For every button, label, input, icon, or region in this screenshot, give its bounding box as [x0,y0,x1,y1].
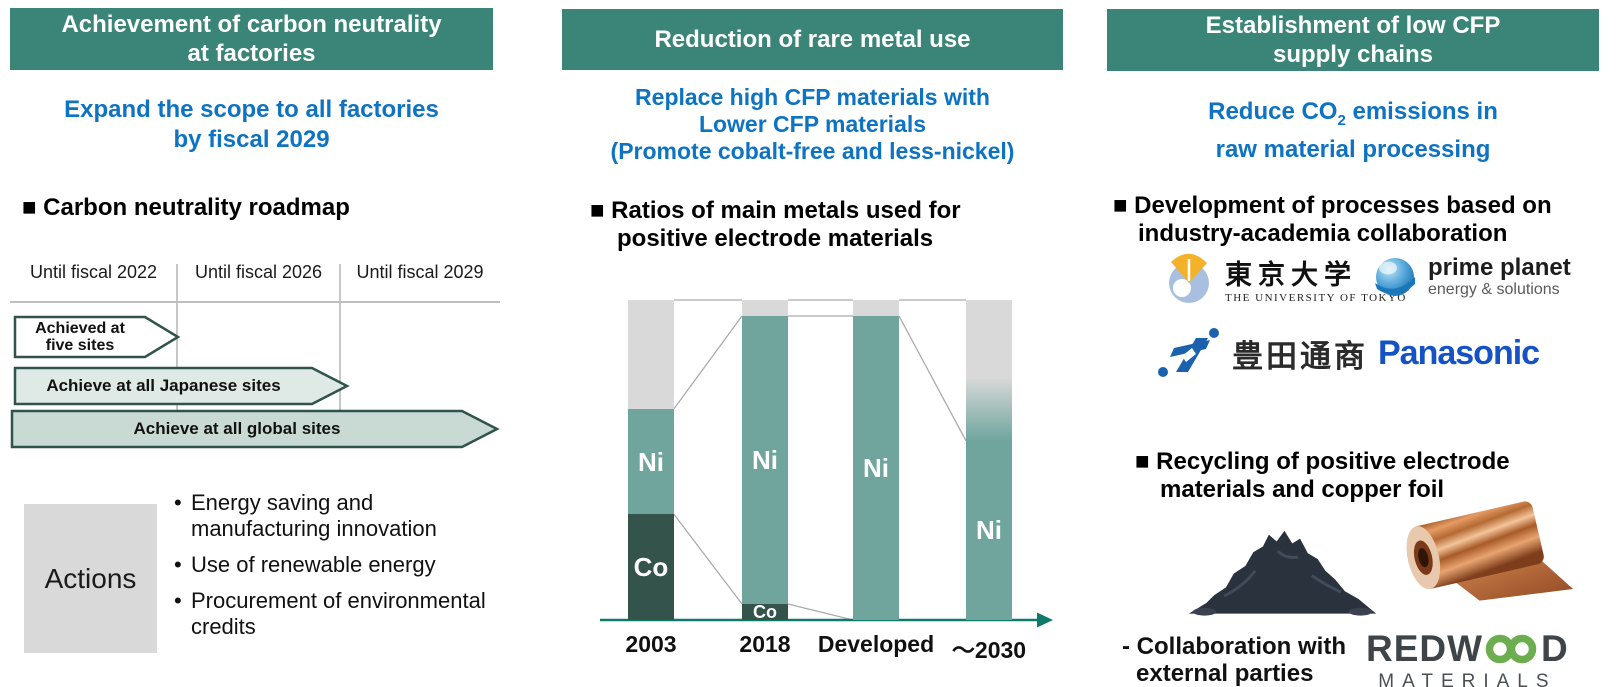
metals-chart-bars: Co Ni 2003 Co Ni 2018 Ni Developed Ni ～2030 [600,295,1055,680]
right-subtitle-line1: Reduce CO2 emissions in [1107,97,1599,135]
recycling-section-title: ■ Recycling of positive electrode materi… [1135,448,1615,504]
right-subtitle: Reduce CO2 emissions in raw material pro… [1107,97,1599,164]
note-line1: - Collaboration with [1122,633,1346,660]
roadmap-diagram [10,264,500,449]
primeplanet-logo: prime planet energy & solutions [1372,253,1571,301]
recycling-title-line2: materials and copper foil [1160,476,1445,503]
redwood-text-left: REDW [1366,628,1484,669]
chart-connectors [600,299,1053,628]
segment-Other-2018 [742,300,788,316]
bar-Developed: Ni [853,295,899,620]
milestone-arrow-japanese-sites [13,366,350,406]
co2-text-post: emissions in [1345,98,1498,125]
metals-section-title: ■ Ratios of main metals used for positiv… [590,197,1060,253]
utokyo-name-en: THE UNIVERSITY OF TOKYO [1225,291,1407,304]
right-subtitle-line2: raw material processing [1215,135,1491,163]
action-item-3: Procurement of environmental credits [172,588,492,640]
milestone-arrow-global-sites [10,409,500,449]
connector-Ni-2 [898,315,967,442]
actions-label: Actions [44,562,137,594]
utokyo-ginkgo-icon [1169,253,1209,303]
co2-text-pre: Reduce CO [1208,98,1338,125]
primeplanet-tagline: energy & solutions [1428,280,1560,298]
bar-2018: Co Ni [742,295,788,621]
milestone-label-global-sites: Achieve at all global sites [133,419,341,438]
panasonic-logo: Panasonic [1378,334,1540,372]
development-section-title: ■ Development of processes based on indu… [1113,192,1613,248]
period-until-2026: Until fiscal 2026 [194,262,323,282]
development-title-line2: industry-academia collaboration [1138,220,1508,247]
utokyo-name-jp: 東京大学 [1225,259,1357,290]
toyota-tsusho-logo: 豊田通商 [1158,326,1368,380]
redwood-text-right: D [1541,628,1569,669]
connector-Co-1 [787,603,854,621]
left-header-line1: Achievement of carbon neutrality [61,11,442,38]
copper-foil-image [1406,501,1574,601]
bar-2003: Co Ni [628,295,674,620]
right-header-line1: Establishment of low CFP [1205,12,1501,39]
period-until-2029: Until fiscal 2029 [356,262,484,282]
right-header-line2: supply chains [1272,41,1434,68]
collaboration-note: - Collaboration with external parties [1122,633,1346,687]
actions-box: Actions [24,504,157,653]
utokyo-logo: 東京大学 THE UNIVERSITY OF TOKYO [1163,249,1407,307]
x-tick-～2030: ～2030 [951,637,1027,663]
redwood-materials-logo: REDW D MATERIALS [1366,628,1569,687]
metals-title-line2: positive electrode materials [617,225,934,252]
segment-Ni-2003: Ni [628,408,674,515]
left-header-line2: at factories [187,40,316,67]
roadmap-section-title: ■ Carbon neutrality roadmap [22,194,350,221]
milestone-label-five-sites: Achieved at five sites [15,317,145,357]
right-column-header: Establishment of low CFP supply chains [1107,9,1599,71]
middle-subtitle-line1: Replace high CFP materials with [635,84,990,110]
left-column-header: Achievement of carbon neutrality at fact… [10,8,493,70]
middle-subtitle: Replace high CFP materials with Lower CF… [562,84,1063,165]
carbon-neutrality-roadmap: Until fiscal 2022 Until fiscal 2026 Unti… [10,250,502,460]
x-tick-Developed: Developed [817,631,935,657]
actions-list: Energy saving and manufacturing innovati… [172,490,492,650]
left-subtitle-line1: Expand the scope to all factories [64,96,439,123]
toyota-tsusho-name: 豊田通商 [1232,338,1368,374]
connector-Ni-0 [673,315,743,410]
metals-title-line1: ■ Ratios of main metals used for [590,197,961,224]
co2-subscript: 2 [1337,111,1346,129]
toyota-tsusho-mark-icon [1158,328,1219,377]
segment-Co-2003: Co [628,514,674,620]
action-item-2: Use of renewable energy [172,552,492,578]
milestone-arrow-five-sites [13,315,181,359]
segment-Ni-Developed: Ni [853,316,899,620]
period-until-2022: Until fiscal 2022 [29,262,158,282]
redwood-infinity-icon [1485,634,1537,664]
segment-Other-2003 [628,300,674,409]
segment-Other-～2030 [966,300,1012,441]
x-axis-arrowhead [1037,612,1053,628]
primeplanet-globe-icon [1375,258,1415,296]
left-subtitle: Expand the scope to all factories by fis… [10,95,493,155]
segment-Ni-2018: Ni [742,316,788,604]
development-title-line1: ■ Development of processes based on [1113,192,1552,219]
segment-Ni-～2030: Ni [966,440,1012,620]
left-subtitle-line2: by fiscal 2029 [173,126,330,153]
middle-column-header: Reduction of rare metal use [562,9,1063,70]
x-tick-2003: 2003 [625,631,677,657]
bar-～2030: Ni [966,295,1012,620]
connector-Co-0 [673,514,743,605]
cathode-powder-image [1188,530,1377,616]
primeplanet-name: prime planet [1428,253,1571,281]
redwood-materials-text: MATERIALS [1378,671,1557,687]
middle-subtitle-line3: (Promote cobalt-free and less-nickel) [610,138,1015,164]
middle-subtitle-line2: Lower CFP materials [698,111,927,137]
x-tick-2018: 2018 [739,631,791,657]
action-item-1: Energy saving and manufacturing innovati… [172,490,492,542]
milestone-0-line2: five sites [45,337,115,354]
milestone-0-line1: Achieved at [35,320,125,337]
segment-Other-Developed [853,300,899,316]
note-line2: external parties [1136,660,1314,687]
segment-Co-2018: Co [742,603,788,621]
metals-chart: Co Ni 2003 Co Ni 2018 Ni Developed Ni ～2030 [600,295,1055,680]
milestone-label-japanese-sites: Achieve at all Japanese sites [46,376,281,395]
recycling-title-line1: ■ Recycling of positive electrode [1135,448,1510,475]
